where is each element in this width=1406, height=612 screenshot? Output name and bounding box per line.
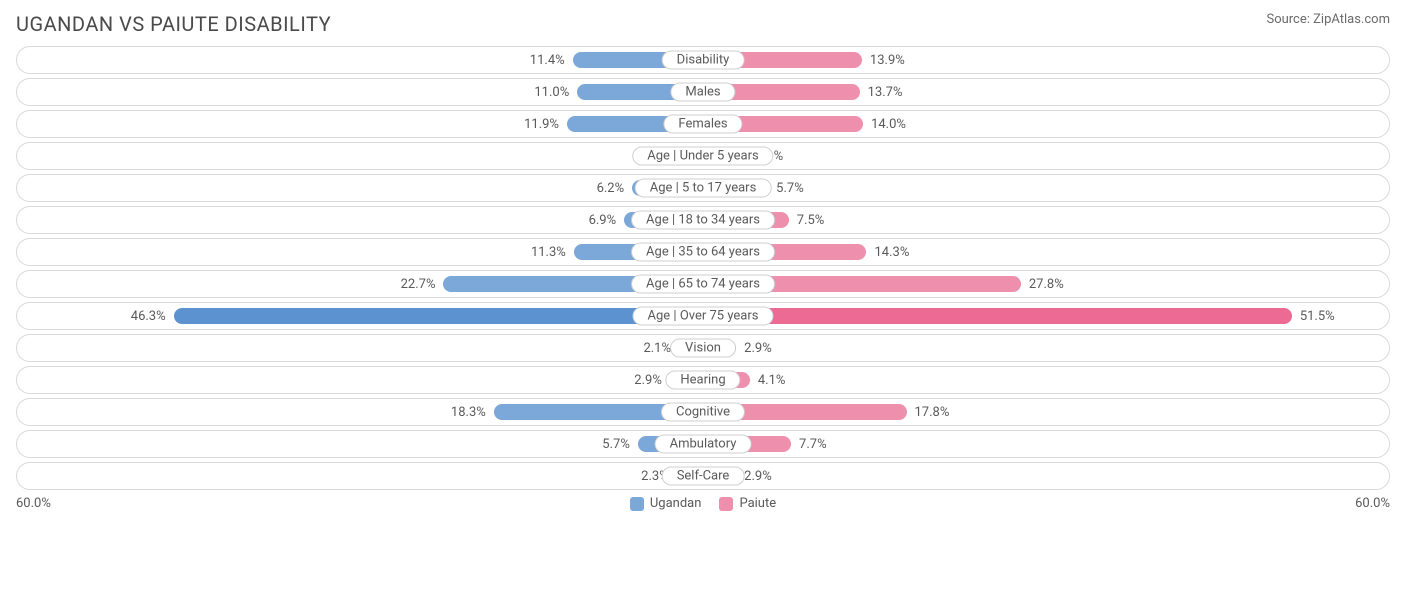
left-value: 5.7% [594, 437, 638, 452]
row-label: Age | 35 to 64 years [631, 243, 775, 262]
axis-left-max: 60.0% [16, 496, 51, 511]
chart-row: 6.2% 5.7%Age | 5 to 17 years [16, 174, 1390, 202]
left-value: 11.4% [522, 53, 573, 68]
axis-right-max: 60.0% [1355, 496, 1390, 511]
row-label: Vision [670, 339, 736, 358]
row-label: Disability [662, 51, 745, 70]
right-value: 7.5% [789, 213, 833, 228]
chart-row: 11.0% 13.7% Males [16, 78, 1390, 106]
row-label: Females [663, 115, 742, 134]
left-value: 46.3% [123, 309, 174, 324]
chart-row: 6.9% 7.5% Age | 18 to 34 years [16, 206, 1390, 234]
row-label: Males [670, 83, 735, 102]
row-label: Age | 5 to 17 years [635, 179, 772, 198]
left-value: 11.0% [526, 85, 577, 100]
chart-row: 18.3% 17.8% Cognitive [16, 398, 1390, 426]
legend-label-right: Paiute [739, 496, 776, 511]
right-value: 14.0% [863, 117, 914, 132]
legend: Ugandan Paiute [630, 496, 776, 511]
right-value: 17.8% [907, 405, 958, 420]
right-value: 51.5% [1292, 309, 1343, 324]
right-value: 13.9% [862, 53, 913, 68]
row-label: Age | 65 to 74 years [631, 275, 775, 294]
row-label: Self-Care [662, 467, 745, 486]
right-value: 14.3% [866, 245, 917, 260]
legend-item-right: Paiute [719, 496, 776, 511]
row-label: Age | Over 75 years [633, 307, 774, 326]
chart-row: 46.3% 51.5% Age | Over 75 years [16, 302, 1390, 330]
left-value: 18.3% [443, 405, 494, 420]
chart-row: 2.1%2.9%Vision [16, 334, 1390, 362]
chart-row: 1.1%3.9%Age | Under 5 years [16, 142, 1390, 170]
chart-row: 11.3% 14.3% Age | 35 to 64 years [16, 238, 1390, 266]
row-label: Ambulatory [655, 435, 752, 454]
right-bar [703, 308, 1292, 324]
left-value: 11.3% [523, 245, 574, 260]
chart-row: 22.7% 27.8% Age | 65 to 74 years [16, 270, 1390, 298]
right-value: 4.1% [750, 373, 794, 388]
right-value: 2.9% [736, 341, 780, 356]
row-label: Age | Under 5 years [632, 147, 773, 166]
right-value: 7.7% [791, 437, 835, 452]
legend-label-left: Ugandan [650, 496, 702, 511]
chart-row: 5.7% 7.7% Ambulatory [16, 430, 1390, 458]
left-value: 22.7% [393, 277, 444, 292]
left-value: 11.9% [516, 117, 567, 132]
legend-item-left: Ugandan [630, 496, 702, 511]
right-value: 13.7% [860, 85, 911, 100]
chart-title: UGANDAN VS PAIUTE DISABILITY [16, 12, 331, 36]
row-label: Age | 18 to 34 years [631, 211, 775, 230]
chart-source: Source: ZipAtlas.com [1266, 12, 1390, 27]
right-value: 5.7% [768, 181, 812, 196]
legend-swatch-right [719, 497, 733, 511]
row-label: Hearing [665, 371, 740, 390]
chart-row: 2.3%2.9%Self-Care [16, 462, 1390, 490]
left-value: 2.9% [626, 373, 670, 388]
left-value: 6.9% [581, 213, 625, 228]
left-value: 6.2% [589, 181, 633, 196]
row-label: Cognitive [661, 403, 745, 422]
chart-row: 11.9% 14.0% Females [16, 110, 1390, 138]
diverging-bar-chart: 11.4% 13.9% Disability 11.0% 13.7% Males 11.9%… [16, 46, 1390, 490]
legend-swatch-left [630, 497, 644, 511]
chart-row: 2.9% 4.1% Hearing [16, 366, 1390, 394]
right-value: 27.8% [1021, 277, 1072, 292]
left-bar [174, 308, 703, 324]
chart-row: 11.4% 13.9% Disability [16, 46, 1390, 74]
